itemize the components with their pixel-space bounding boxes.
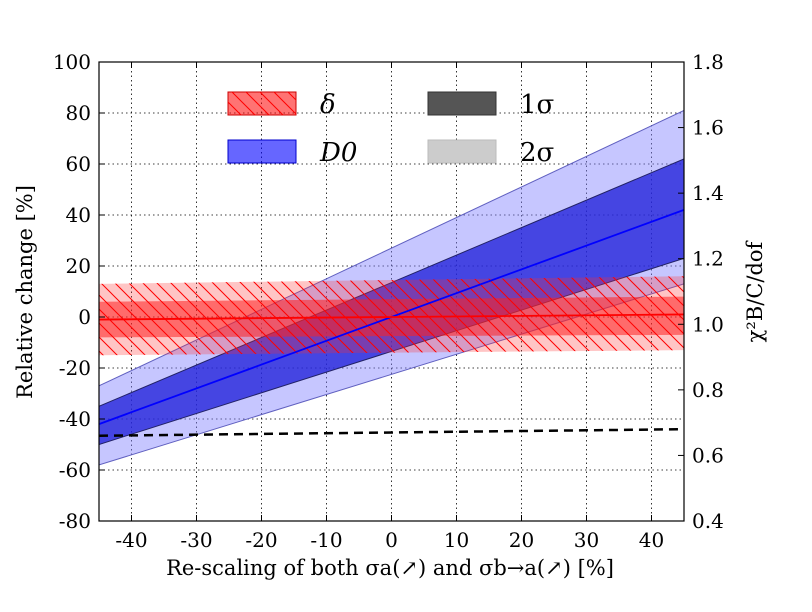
- legend-label-2sigma: 2σ: [520, 138, 554, 168]
- y-tick-label: -20: [59, 356, 91, 380]
- y2-tick-label: 0.6: [692, 443, 724, 467]
- legend-label-delta: δ: [320, 90, 336, 120]
- legend: δ 1σ D0 2σ: [227, 90, 554, 168]
- y2-tick-label: 1.8: [692, 50, 724, 74]
- x-tick-label: -40: [115, 528, 147, 552]
- tick-labels: -40 -30 -20 -10 0 10 20 30 40 -80 -60 -40 -20 0 20 40 60…: [53, 50, 724, 552]
- y-tick-label: 60: [66, 152, 91, 176]
- y-tick-label: 0: [78, 305, 91, 329]
- y2-tick-label: 0.8: [692, 378, 724, 402]
- legend-swatch-delta-hatch: [228, 92, 296, 115]
- y2-axis-label: χ²B/C/dof: [743, 239, 767, 342]
- y-tick-label: 40: [66, 203, 91, 227]
- x-tick-label: 0: [385, 528, 398, 552]
- y2-tick-label: 1.0: [692, 312, 724, 336]
- chi2-dashed-line: [99, 427, 684, 438]
- legend-label-1sigma: 1σ: [520, 90, 554, 120]
- delta-central-line: [99, 313, 684, 321]
- x-tick-label: 40: [639, 528, 664, 552]
- y2-tick-label: 1.4: [692, 181, 724, 205]
- x-tick-label: 10: [444, 528, 469, 552]
- x-axis-label: Re-scaling of both σa(↗) and σb→a(↗) [%]: [166, 556, 614, 580]
- legend-swatch-2sigma: [427, 139, 497, 164]
- y-tick-label: -40: [59, 407, 91, 431]
- x-tick-label: -30: [180, 528, 212, 552]
- y-tick-label: 100: [53, 50, 91, 74]
- y2-tick-label: 0.4: [692, 509, 724, 533]
- ticks: [99, 61, 684, 522]
- x-tick-label: 30: [574, 528, 599, 552]
- legend-label-D0: D0: [319, 138, 357, 168]
- lines: [99, 209, 684, 438]
- legend-swatch-D0: [227, 139, 297, 164]
- y-tick-label: 20: [66, 254, 91, 278]
- x-tick-label: -10: [310, 528, 342, 552]
- delta-band-hatch: [99, 276, 684, 356]
- legend-swatch-1sigma: [427, 91, 497, 116]
- x-tick-label: -20: [245, 528, 277, 552]
- y2-tick-label: 1.2: [692, 247, 724, 271]
- y2-tick-label: 1.6: [692, 116, 724, 140]
- y-tick-label: -60: [59, 458, 91, 482]
- y-tick-label: -80: [59, 509, 91, 533]
- y-tick-label: 80: [66, 101, 91, 125]
- y-axis-label: Relative change [%]: [13, 185, 37, 399]
- x-tick-label: 20: [509, 528, 534, 552]
